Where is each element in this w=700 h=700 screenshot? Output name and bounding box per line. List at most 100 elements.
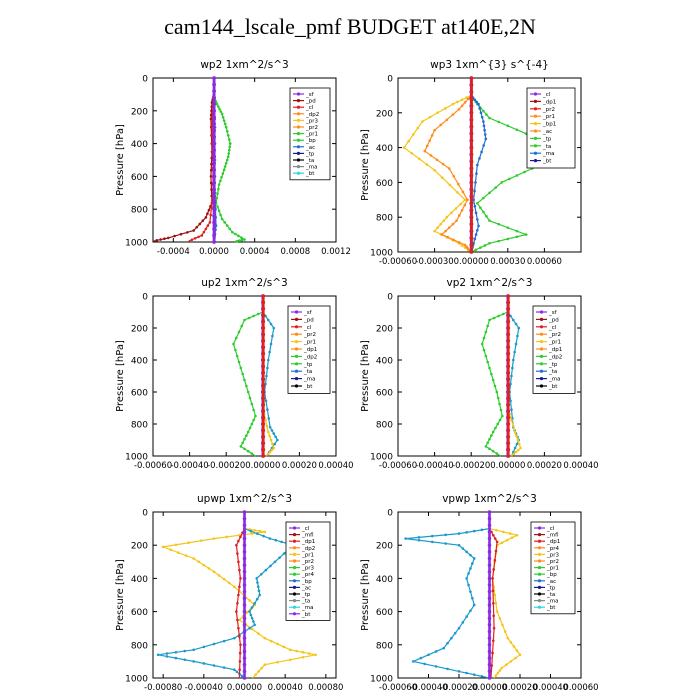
series-marker: [515, 229, 519, 233]
series-marker: [264, 568, 268, 572]
series-marker: [261, 332, 266, 337]
series-marker: [485, 113, 488, 116]
series-marker: [248, 610, 251, 613]
series-marker: [488, 116, 491, 120]
legend-marker: [296, 125, 301, 129]
series-marker: [238, 660, 242, 663]
legend-label: _sf: [548, 310, 558, 316]
y-tick-label: 600: [131, 173, 148, 183]
series-marker: [425, 163, 429, 166]
legend-label: _ma: [301, 605, 313, 611]
series-marker: [212, 135, 217, 139]
main-title: cam144_lscale_pmf BUDGET at140E,2N: [164, 14, 536, 39]
series-marker: [242, 583, 247, 587]
series-marker: [513, 446, 517, 450]
series-marker: [506, 435, 511, 439]
series-marker: [492, 639, 495, 642]
series-marker: [465, 615, 468, 618]
series-marker: [410, 151, 414, 155]
series-marker: [242, 643, 247, 647]
series-marker: [209, 213, 212, 217]
legend-label: _pr1: [301, 552, 314, 558]
legend-label: _bp: [305, 138, 316, 144]
series-marker: [246, 430, 250, 434]
series-marker: [513, 350, 516, 354]
legend-label: _pr4: [546, 546, 560, 552]
series-marker: [270, 448, 274, 452]
series-marker: [497, 120, 500, 124]
series-marker: [487, 576, 492, 581]
legend-marker: [537, 585, 542, 590]
series-marker: [217, 574, 221, 577]
series-marker: [261, 390, 266, 394]
series-marker: [202, 662, 206, 665]
series-marker: [217, 105, 220, 108]
series-marker: [227, 148, 231, 152]
series-marker: [248, 426, 252, 430]
x-tick-label: -0.00020: [207, 461, 245, 471]
series-marker: [261, 396, 266, 401]
series-line-pr2: [424, 95, 472, 253]
legend-label: _dp1: [301, 539, 315, 545]
series-marker: [506, 319, 511, 324]
y-tick-label: 600: [376, 389, 393, 399]
series-marker: [212, 128, 217, 133]
legend-marker: [294, 354, 299, 358]
y-tick-label: 400: [376, 144, 393, 154]
series-marker: [261, 441, 266, 446]
legend-label: _ac: [546, 579, 556, 585]
series-marker: [212, 187, 217, 192]
legend-label: _dp2: [303, 354, 317, 360]
series-marker: [483, 133, 487, 136]
legend-marker: [539, 340, 544, 344]
series-marker: [276, 642, 279, 646]
series-marker: [487, 643, 492, 647]
legend: _cl_mfl_dp1_dp2_pr1_pr2_pr3_pr4_bp_ac_tp…: [285, 521, 331, 621]
chart-title: vp2 1xm^2/s^3: [447, 277, 533, 289]
series-marker: [227, 138, 231, 141]
legend-label: _cl: [548, 325, 557, 331]
series-line-pr1: [213, 97, 247, 243]
legend-marker: [296, 118, 301, 122]
series-marker: [469, 201, 474, 206]
series-marker: [268, 450, 272, 454]
legend-label: _dp1: [546, 539, 560, 545]
series-marker: [253, 528, 256, 532]
x-tick-label: 0.00000: [227, 683, 262, 693]
legend-label: _bt: [301, 612, 311, 618]
series-marker: [469, 194, 474, 199]
series-marker: [498, 669, 502, 672]
series-marker: [506, 447, 511, 452]
series-marker: [498, 616, 502, 620]
x-tick-label: -0.00040: [409, 683, 447, 693]
series-marker: [490, 434, 493, 437]
legend-label: _ta: [303, 369, 312, 375]
series-marker: [461, 190, 465, 194]
series-marker: [268, 434, 271, 438]
series-marker: [497, 239, 500, 243]
series-marker: [491, 651, 494, 655]
series-marker: [269, 322, 273, 326]
legend-marker: [537, 579, 542, 583]
x-tick-label: 0.0008: [280, 247, 310, 257]
series-marker: [498, 402, 501, 406]
y-tick-label: 400: [376, 357, 393, 367]
series-marker: [238, 651, 242, 655]
legend-label: _dp1: [548, 347, 562, 353]
series-marker: [492, 602, 495, 605]
chart-upwp: upwp 1xm^2/s^3 Pressure [hPa] 0 200 400 600 80…: [115, 493, 343, 693]
series-marker: [501, 414, 504, 418]
series-marker: [225, 535, 229, 539]
series-marker: [506, 441, 511, 446]
series-marker: [248, 396, 252, 400]
legend-marker: [539, 347, 544, 351]
series-marker: [209, 168, 213, 172]
series-marker: [469, 76, 474, 80]
series-marker: [212, 115, 217, 120]
series-marker: [515, 128, 519, 132]
series-marker: [209, 117, 213, 121]
series-marker: [434, 665, 438, 668]
series-marker: [212, 161, 217, 166]
x-tick-label: -0.00040: [170, 461, 208, 471]
legend-marker: [296, 158, 301, 162]
